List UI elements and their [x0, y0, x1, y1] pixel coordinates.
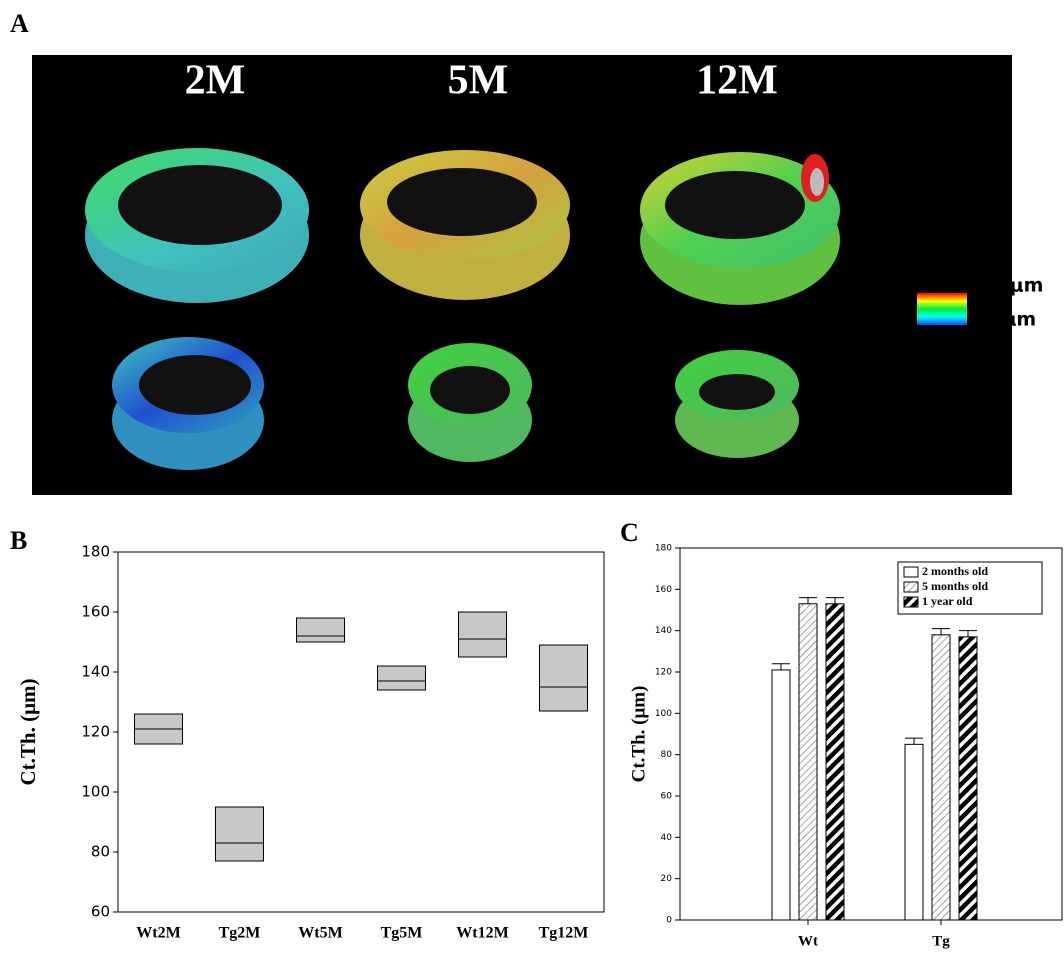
row-label: Tg	[928, 379, 981, 432]
panel-label: A	[10, 9, 29, 38]
y-tick-label: 100	[81, 783, 110, 801]
legend-label: 1 year old	[922, 594, 973, 608]
y-tick-label: 120	[81, 723, 110, 741]
legend-swatch	[904, 582, 918, 592]
panel-label: B	[10, 526, 27, 555]
y-tick-label: 160	[81, 603, 110, 621]
box	[378, 666, 426, 690]
y-tick-label: 120	[655, 668, 672, 678]
column-label: 12M	[696, 58, 778, 104]
bone-render	[408, 343, 532, 462]
bone-render	[112, 337, 264, 470]
bar	[932, 635, 950, 920]
x-tick-label: Tg12M	[539, 925, 589, 942]
bar	[905, 744, 923, 920]
y-tick-label: 20	[661, 874, 673, 884]
y-tick-label: 140	[81, 663, 110, 681]
scale-max: 260μm	[970, 275, 1043, 297]
legend-label: 2 months old	[922, 564, 988, 578]
bar	[772, 670, 790, 920]
column-label: 5M	[448, 58, 509, 104]
y-tick-label: 80	[91, 843, 110, 861]
x-tick-label: Wt5M	[298, 925, 342, 942]
bone-render	[675, 350, 799, 458]
box	[540, 645, 588, 711]
box	[459, 612, 507, 657]
x-tick-label: Tg2M	[219, 925, 261, 942]
y-tick-label: 60	[91, 903, 110, 921]
y-tick-label: 180	[81, 543, 110, 561]
bone-render	[360, 150, 570, 300]
box	[297, 618, 345, 642]
figure: A 2M 5M 12M Wt 260μm 60μm Tg B 60 80 100 120…	[0, 0, 1064, 959]
y-tick-label: 100	[655, 709, 672, 719]
legend-swatch	[904, 597, 918, 607]
color-scale	[917, 293, 967, 325]
bar	[826, 604, 844, 920]
y-tick-label: 160	[655, 585, 672, 595]
y-tick-label: 0	[666, 916, 672, 926]
x-tick-label: Wt	[798, 933, 818, 949]
row-label: Wt	[923, 151, 982, 204]
y-axis-title: Ct.Th. (μm)	[628, 686, 649, 783]
column-label: 2M	[185, 58, 246, 104]
x-tick-label: Wt12M	[456, 925, 508, 942]
legend-swatch	[904, 567, 918, 577]
bar	[799, 604, 817, 920]
y-tick-label: 180	[655, 544, 672, 554]
plot-frame	[118, 552, 604, 912]
x-tick-label: Wt2M	[136, 925, 180, 942]
bone-render	[640, 152, 840, 305]
y-tick-label: 60	[661, 792, 673, 802]
y-tick-label: 80	[661, 750, 673, 760]
bone-render	[85, 148, 309, 303]
y-tick-label: 40	[661, 833, 673, 843]
box	[216, 807, 264, 861]
y-axis-title: Ct.Th. (μm)	[16, 679, 40, 786]
scale-min: 60μm	[976, 309, 1036, 331]
x-tick-label: Tg	[932, 933, 950, 949]
y-tick-label: 140	[655, 626, 672, 636]
x-tick-label: Tg5M	[381, 925, 423, 942]
panel-label: C	[620, 518, 639, 547]
bar	[959, 637, 977, 920]
legend-label: 5 months old	[922, 579, 988, 593]
